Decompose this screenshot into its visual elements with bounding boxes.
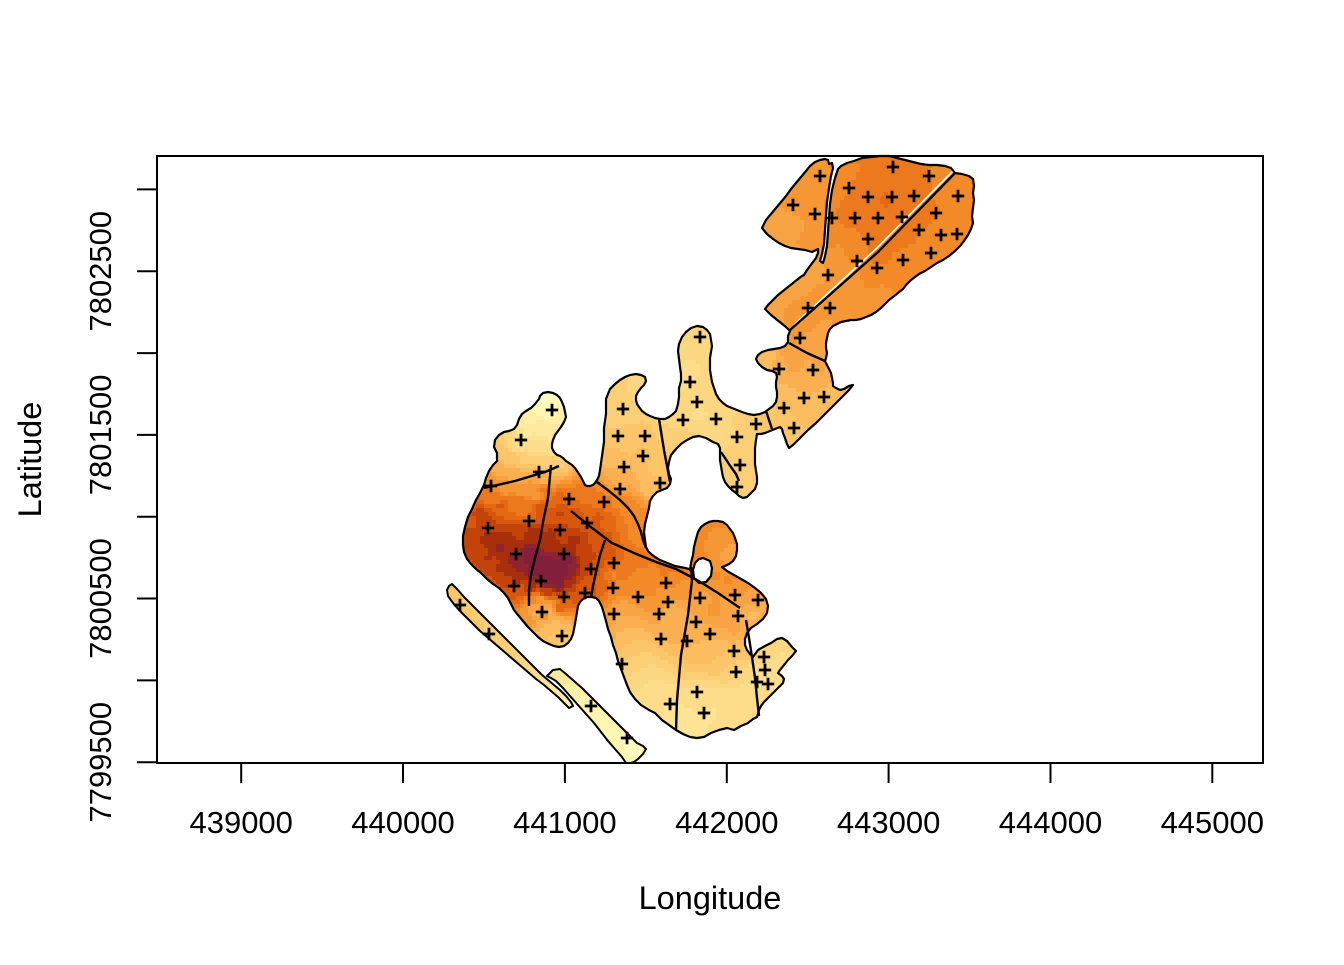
svg-text:442000: 442000 <box>675 805 778 840</box>
svg-text:444000: 444000 <box>999 805 1102 840</box>
svg-text:441000: 441000 <box>513 805 616 840</box>
svg-text:7799500: 7799500 <box>83 702 118 823</box>
svg-text:440000: 440000 <box>351 805 454 840</box>
svg-text:443000: 443000 <box>837 805 940 840</box>
svg-text:439000: 439000 <box>189 805 292 840</box>
svg-text:Latitude: Latitude <box>12 402 48 518</box>
svg-text:445000: 445000 <box>1161 805 1264 840</box>
svg-text:7802500: 7802500 <box>83 211 118 332</box>
svg-text:Longitude: Longitude <box>639 880 782 916</box>
svg-text:7800500: 7800500 <box>83 538 118 659</box>
svg-text:7801500: 7801500 <box>83 375 118 496</box>
